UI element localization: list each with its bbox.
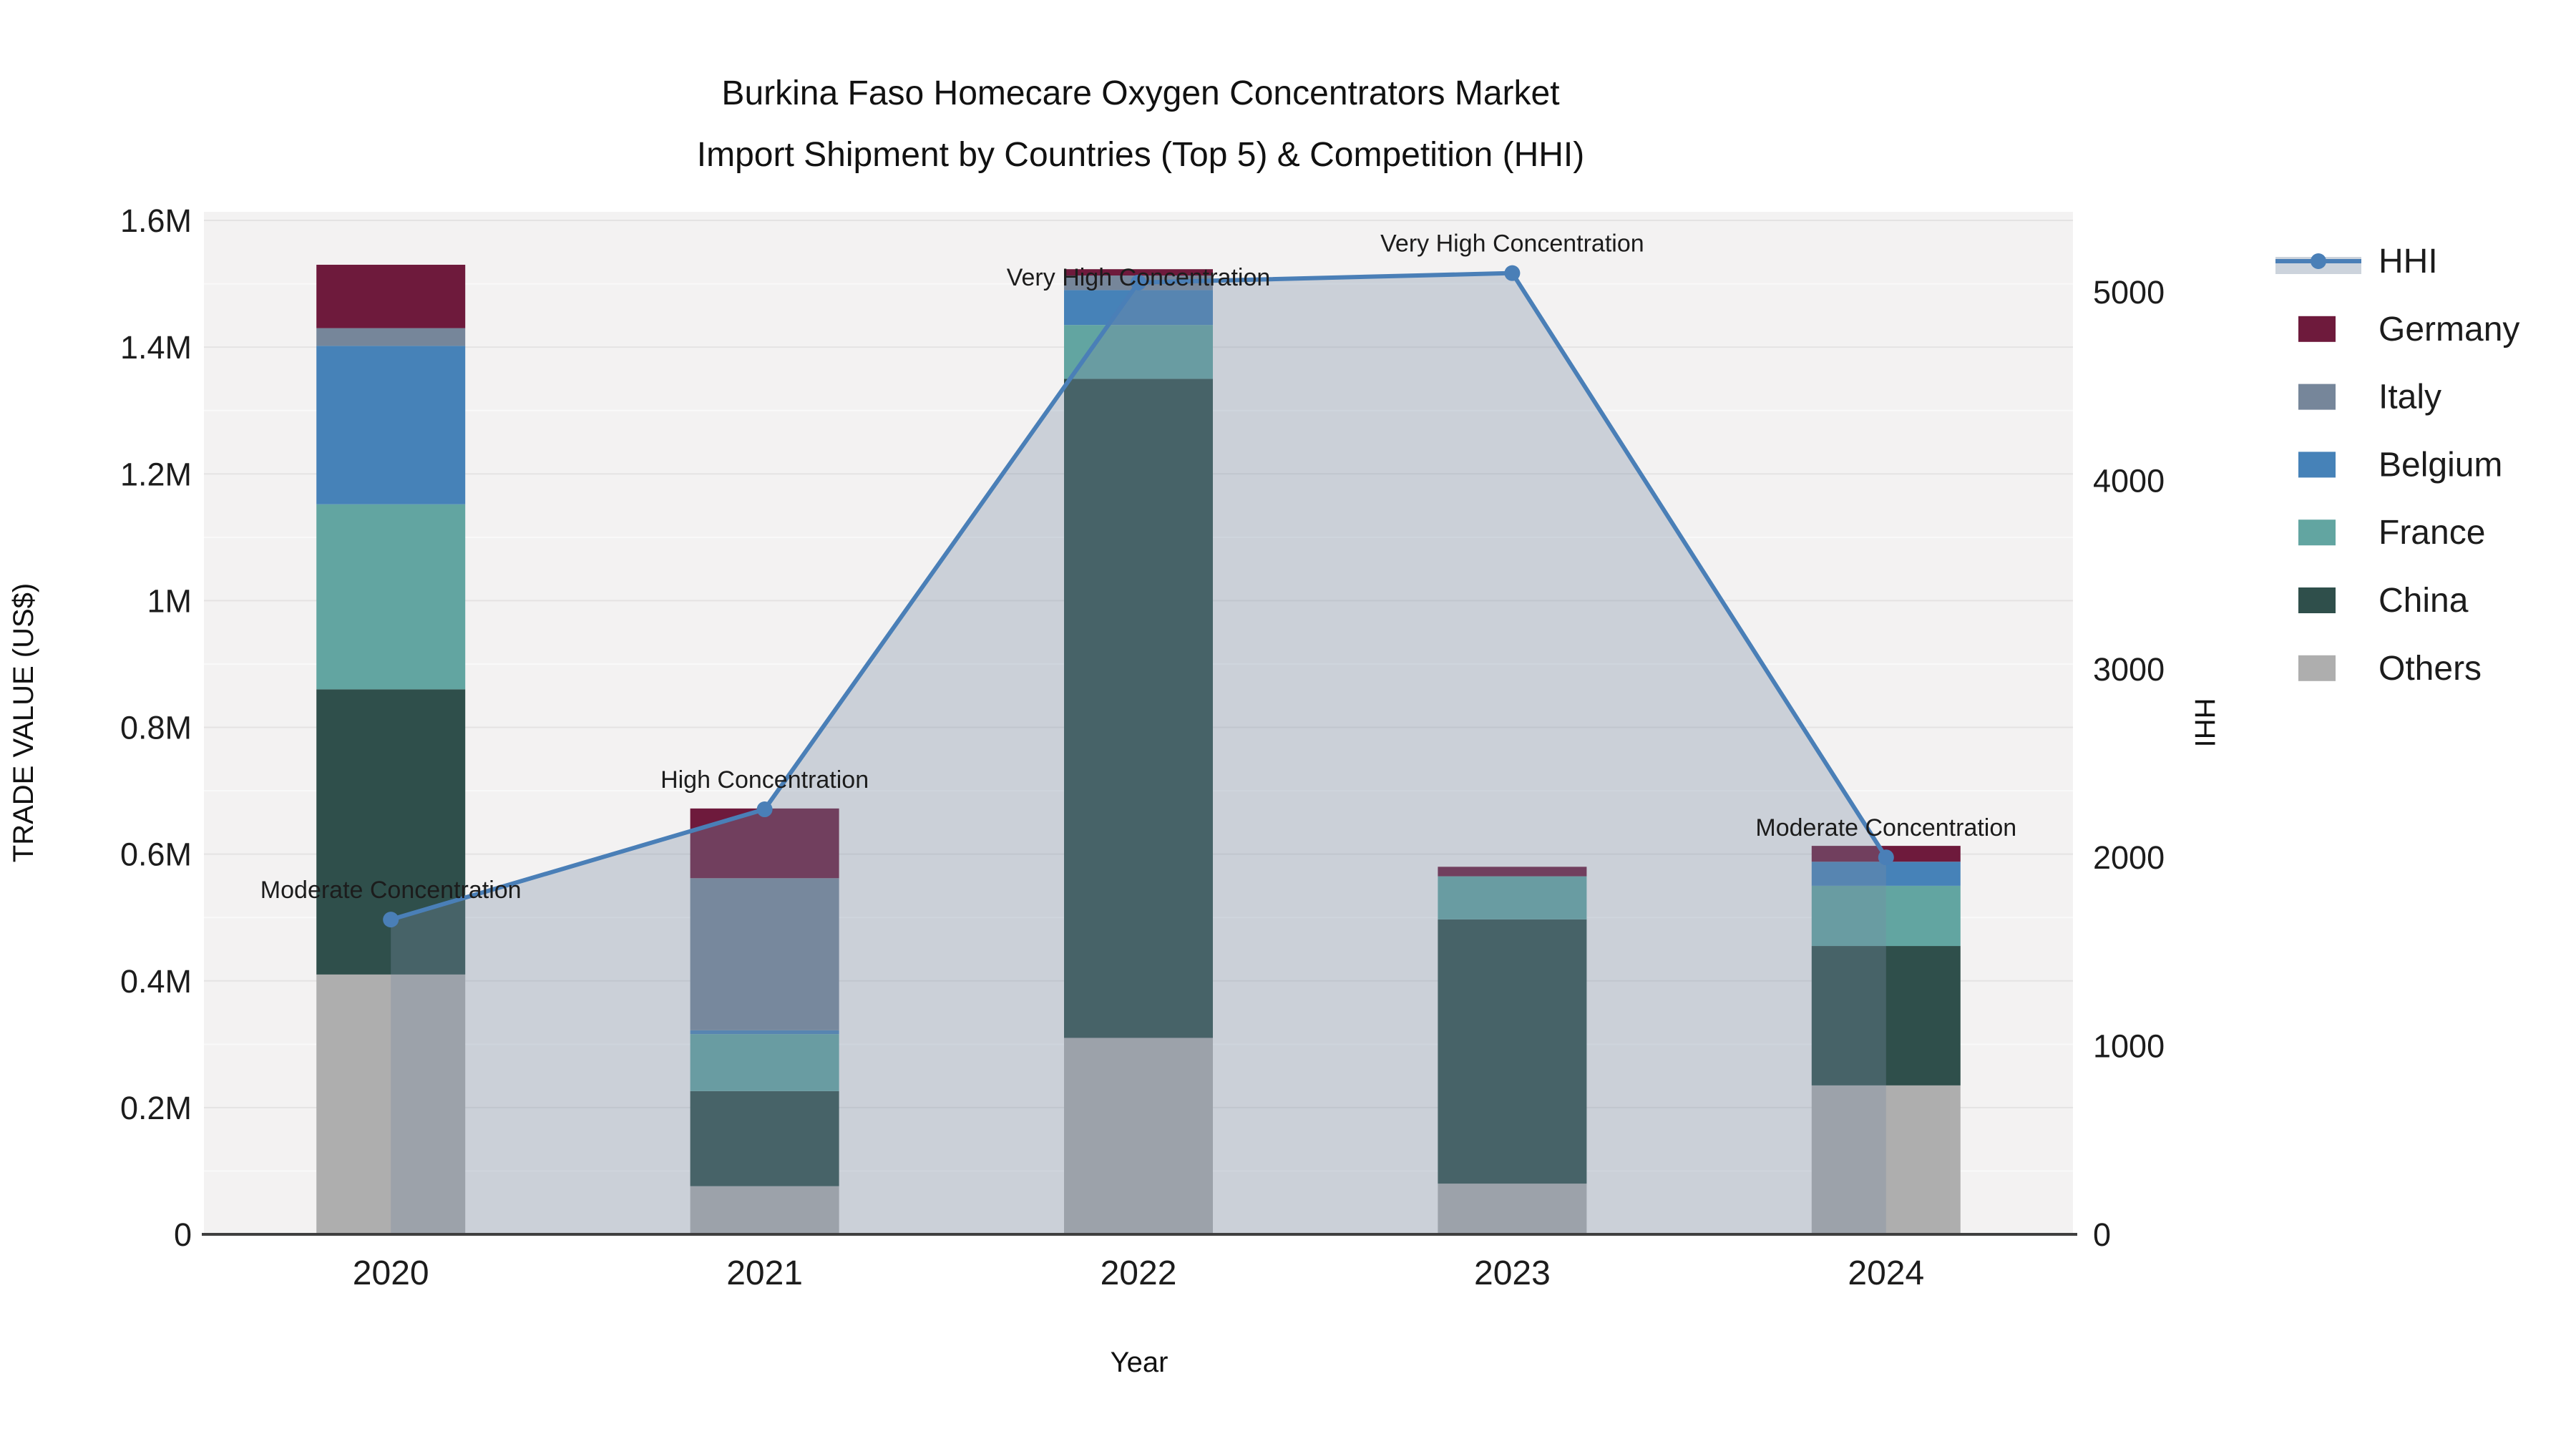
y-axis-right-title: HHI (2189, 698, 2220, 748)
hhi-marker-2021[interactable] (756, 801, 773, 818)
legend-item-italy[interactable]: Italy (2298, 379, 2441, 416)
y-left-tick-label: 0.6M (120, 836, 192, 873)
y-right-tick-label: 0 (2093, 1216, 2111, 1253)
hhi-area-layer (391, 273, 1886, 1234)
legend-swatch-belgium (2298, 452, 2336, 478)
axis-layer: 0 0.2M 0.4M 0.6M 0.8M 1M 1.2M 1.4M 1.6M 0 1000 2000… (120, 203, 2165, 1292)
hhi-marker-2022[interactable] (1131, 274, 1146, 291)
x-tick-label-2022: 2022 (1101, 1254, 1177, 1292)
legend-label-others: Others (2379, 650, 2482, 688)
legend-label-france: France (2379, 514, 2485, 552)
bar-segment-others-2021[interactable] (690, 1186, 839, 1234)
y-left-tick-label: 1.2M (120, 456, 192, 492)
legend-item-belgium[interactable]: Belgium (2298, 446, 2502, 484)
bar-segment-others-2022[interactable] (1064, 1038, 1213, 1234)
y-right-tick-label: 1000 (2093, 1028, 2165, 1065)
y-axis-left-title: TRADE VALUE (US$) (8, 583, 39, 862)
bar-segment-italy-2020[interactable] (316, 328, 466, 346)
chart-title-line1: Burkina Faso Homecare Oxygen Concentrato… (721, 74, 1559, 112)
bar-segment-italy-2021[interactable] (690, 878, 839, 1030)
y-right-tick-label: 5000 (2093, 274, 2165, 311)
bar-segment-others-2020[interactable] (316, 974, 466, 1234)
hhi-area-fill[interactable] (391, 273, 1886, 1234)
bar-segment-china-2023[interactable] (1438, 919, 1587, 1184)
bar-segment-germany-2021[interactable] (690, 808, 839, 879)
bar-segment-belgium-2021[interactable] (690, 1030, 839, 1035)
legend-swatch-italy (2298, 384, 2336, 410)
legend-swatch-france (2298, 519, 2336, 546)
bar-segment-others-2024[interactable] (1811, 1085, 1961, 1234)
hhi-marker-2024[interactable] (1878, 849, 1894, 866)
bar-segment-china-2022[interactable] (1064, 379, 1213, 1038)
annotation-2021: High Concentration (660, 766, 869, 794)
bar-segment-france-2023[interactable] (1438, 876, 1587, 919)
annotation-2022: Very High Concentration (1007, 264, 1271, 291)
x-tick-label-2021: 2021 (726, 1254, 803, 1292)
legend-label-germany: Germany (2379, 311, 2519, 348)
bar-segment-france-2020[interactable] (316, 504, 466, 690)
legend-swatch-others (2298, 655, 2336, 681)
y-left-tick-label: 0.2M (120, 1090, 192, 1126)
annotation-2023: Very High Concentration (1380, 230, 1644, 258)
legend-item-china[interactable]: China (2298, 582, 2469, 620)
bar-segment-germany-2020[interactable] (316, 264, 466, 328)
bar-segment-belgium-2022[interactable] (1064, 290, 1213, 326)
hhi-marker-2020[interactable] (383, 912, 399, 928)
x-tick-label-2024: 2024 (1848, 1254, 1924, 1292)
bar-segment-germany-2023[interactable] (1438, 867, 1587, 877)
bar-segment-china-2024[interactable] (1811, 946, 1961, 1085)
legend-hhi-marker-sample (2311, 253, 2326, 269)
y-left-tick-label: 1M (147, 582, 192, 619)
legend-label-china: China (2379, 582, 2469, 620)
x-tick-label-2020: 2020 (353, 1254, 429, 1292)
legend-label-belgium: Belgium (2379, 446, 2502, 484)
bar-layer (316, 264, 1961, 1234)
y-right-tick-label: 2000 (2093, 839, 2165, 876)
legend-item-germany[interactable]: Germany (2298, 311, 2519, 348)
bar-segment-china-2021[interactable] (690, 1091, 839, 1186)
bar-segment-others-2023[interactable] (1438, 1184, 1587, 1234)
y-left-tick-label: 0 (174, 1216, 192, 1253)
legend-swatch-china (2298, 587, 2336, 613)
bar-segment-germany-2022[interactable] (1064, 269, 1213, 276)
y-left-tick-label: 1.6M (120, 203, 192, 239)
legend-item-hhi[interactable]: HHI (2275, 243, 2438, 280)
annotation-2020: Moderate Concentration (260, 877, 522, 904)
y-left-tick-label: 0.4M (120, 963, 192, 1000)
chart-title-line2: Import Shipment by Countries (Top 5) & C… (697, 136, 1584, 174)
bar-segment-belgium-2020[interactable] (316, 346, 466, 504)
hhi-line-layer (383, 265, 1894, 928)
legend-layer: HHI Germany Italy Belgium France China Others (2275, 243, 2519, 688)
y-left-tick-label: 0.8M (120, 710, 192, 746)
bar-segment-france-2024[interactable] (1811, 885, 1961, 947)
annotation-2024: Moderate Concentration (1755, 814, 2016, 841)
bar-segment-france-2021[interactable] (690, 1034, 839, 1091)
bar-segment-belgium-2024[interactable] (1811, 862, 1961, 886)
x-axis-title: Year (1111, 1347, 1169, 1378)
hhi-marker-2023[interactable] (1504, 265, 1521, 281)
legend-swatch-germany (2298, 316, 2336, 342)
y-right-tick-label: 3000 (2093, 651, 2165, 688)
legend-item-others[interactable]: Others (2298, 650, 2482, 688)
legend-item-france[interactable]: France (2298, 514, 2485, 552)
y-left-tick-label: 1.4M (120, 329, 192, 366)
legend-label-italy: Italy (2379, 379, 2441, 416)
x-tick-label-2023: 2023 (1474, 1254, 1551, 1292)
annotation-layer: Moderate Concentration High Concentration… (260, 230, 2016, 904)
legend-label-hhi: HHI (2379, 243, 2438, 280)
y-right-tick-label: 4000 (2093, 462, 2165, 499)
